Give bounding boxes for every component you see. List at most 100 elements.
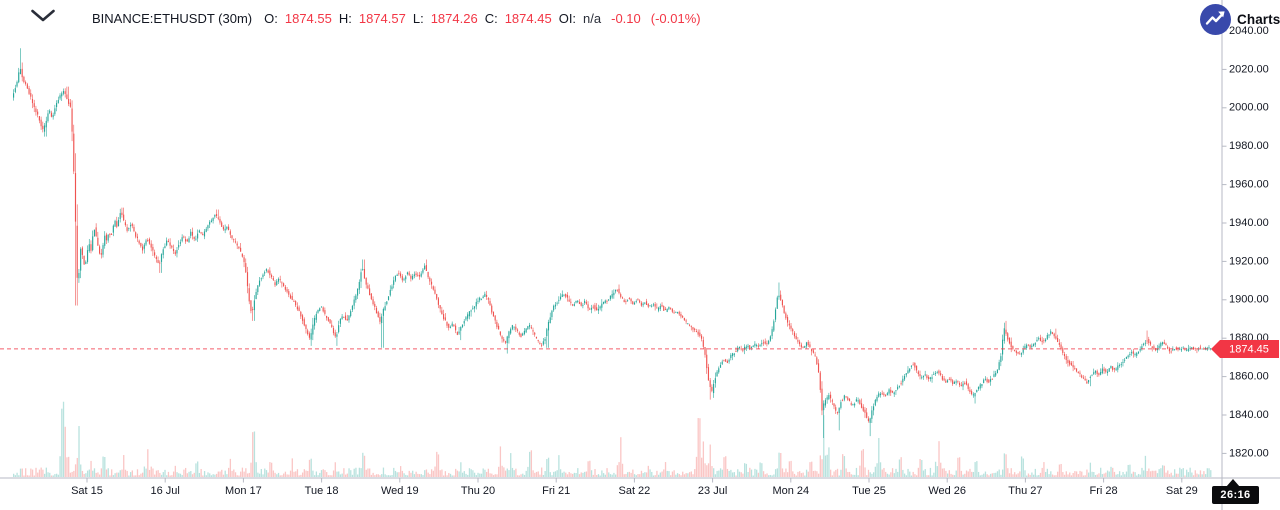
candle-body: [432, 286, 434, 290]
candle-body: [867, 418, 869, 421]
volume-bar: [81, 470, 84, 477]
candle-body: [845, 396, 847, 398]
candle-body: [43, 125, 46, 132]
volume-bar: [745, 463, 748, 477]
volume-bar: [169, 475, 171, 477]
time-scale[interactable]: Sat 15 16 Jul Mon 17 Tue 18 Wed 19 Thu 20 Fri …: [71, 478, 1198, 497]
volume-bar: [974, 462, 976, 477]
volume-bar: [917, 467, 920, 477]
volume-bar: [733, 472, 735, 477]
volume-bar: [71, 471, 73, 477]
volume-bar: [140, 473, 142, 477]
volume-bar: [293, 471, 295, 477]
candle-body: [774, 309, 777, 320]
candle-body: [1069, 360, 1071, 365]
candle-body: [59, 95, 61, 99]
candle-body: [728, 359, 730, 362]
candle-body: [410, 275, 412, 279]
volume-bar: [444, 471, 447, 477]
candle-body: [972, 394, 974, 396]
volume-bar: [236, 475, 238, 477]
candle-body: [57, 99, 59, 104]
candle-body: [661, 304, 663, 307]
oi-label: OI:: [558, 11, 577, 26]
candle-body: [129, 225, 132, 227]
volume-bar: [1158, 469, 1160, 477]
volume-bar: [417, 473, 419, 477]
volume-bar: [623, 474, 625, 477]
volume-bar: [1108, 471, 1110, 477]
volume-bar: [95, 472, 97, 477]
candle-body: [136, 236, 138, 239]
volume-bar: [350, 470, 352, 477]
volume-bar: [759, 462, 761, 477]
volume-bar: [1075, 471, 1078, 477]
volume-bar: [969, 468, 971, 477]
volume-bar: [1032, 474, 1035, 477]
candle-body: [424, 265, 426, 269]
candle-body: [179, 242, 181, 244]
legend-collapse-button[interactable]: [30, 8, 56, 24]
candle-body: [104, 235, 106, 246]
candle-body: [412, 275, 414, 280]
volume-bar: [147, 449, 149, 477]
volume-bar: [258, 473, 261, 477]
candle-body: [252, 309, 254, 311]
candle-body: [919, 374, 921, 377]
candle-body: [123, 214, 125, 221]
price-scale[interactable]: 2040.00 2020.00 2000.00 1980.00 1960.00 1940.…: [1222, 25, 1269, 459]
candle-body: [965, 381, 968, 385]
volume-bar: [795, 475, 797, 477]
volume-bar: [1153, 470, 1155, 477]
volume-bar: [945, 470, 947, 477]
volume-bar: [1060, 463, 1062, 477]
volume-bar: [424, 470, 426, 477]
candle-body: [967, 384, 969, 389]
candle-body: [900, 383, 902, 385]
candle-body: [848, 398, 851, 402]
candle-body: [673, 312, 675, 314]
time-tick-label: Tue 25: [852, 485, 886, 497]
volume-bar: [109, 475, 111, 477]
candle-body: [1003, 328, 1005, 341]
candle-body: [546, 329, 548, 337]
candle-body: [1189, 347, 1191, 349]
volume-bar: [1208, 468, 1210, 477]
volume-bar: [26, 475, 29, 477]
volume-bar: [651, 471, 653, 477]
charts-attribution-link[interactable]: Charts p: [1199, 3, 1280, 36]
candle-body: [535, 337, 538, 339]
volume-bar: [274, 472, 276, 477]
volume-bar: [516, 475, 519, 477]
candle-body: [284, 286, 286, 290]
candle-body: [174, 251, 176, 255]
candle-body: [881, 393, 883, 395]
candle-body: [986, 379, 988, 382]
volume-bar: [601, 470, 603, 477]
candle-body: [52, 114, 54, 118]
candle-body: [1005, 329, 1007, 334]
volume-bar: [463, 471, 465, 477]
candle-body: [783, 305, 785, 313]
symbol-legend[interactable]: BINANCE:ETHUSDT (30m) O: 1874.55 H: 1874…: [92, 11, 701, 26]
candle-body: [781, 299, 783, 306]
candle-body: [238, 246, 240, 249]
volume-bar: [1127, 464, 1129, 477]
volume-bar: [441, 469, 443, 477]
candle-body: [855, 399, 857, 402]
volume-bar: [584, 471, 586, 477]
candle-body: [597, 308, 599, 311]
candle-body: [1149, 342, 1152, 345]
candle-body: [525, 328, 527, 333]
volume-bar: [989, 473, 992, 477]
volume-bar: [480, 473, 483, 477]
candle-body: [933, 373, 935, 375]
volume-bar: [326, 472, 328, 477]
candle-body: [350, 311, 352, 317]
candle-body: [652, 304, 654, 306]
volume-bar: [649, 469, 651, 477]
candle-body: [713, 383, 715, 394]
volume-bar: [785, 468, 787, 477]
candle-body: [752, 345, 754, 347]
